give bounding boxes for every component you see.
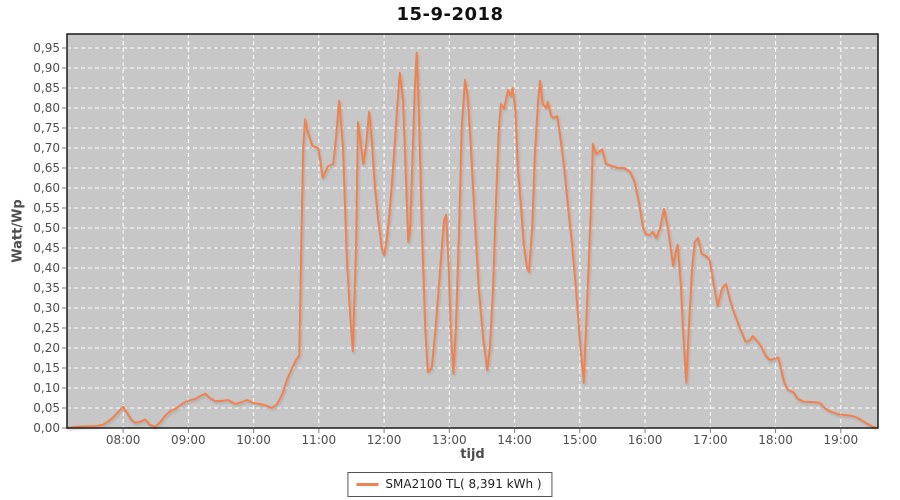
y-tick-label: 0,00	[33, 421, 60, 435]
chart-title: 15-9-2018	[396, 4, 504, 25]
x-tick-label: 15:00	[562, 433, 598, 447]
y-tick-label: 0,85	[33, 81, 60, 95]
x-tick-label: 12:00	[366, 433, 402, 447]
y-tick-label: 0,75	[33, 121, 60, 135]
series-line	[66, 51, 877, 429]
y-tick-label: 0,95	[33, 41, 60, 55]
x-tick-label: 11:00	[301, 433, 337, 447]
x-tick-label: 08:00	[105, 433, 141, 447]
y-tick-label: 0,35	[33, 281, 60, 295]
plot-border	[66, 33, 879, 429]
y-tick-label: 0,80	[33, 101, 60, 115]
plot-background	[67, 34, 878, 428]
x-tick-label: 16:00	[627, 433, 663, 447]
x-tick-label: 18:00	[758, 433, 793, 447]
y-tick-label: 0,40	[33, 261, 60, 275]
x-tick-label: 09:00	[171, 433, 206, 447]
x-tick-label: 17:00	[693, 433, 728, 447]
y-tick-label: 0,05	[33, 401, 60, 415]
y-tick-label: 0,90	[33, 61, 60, 75]
y-tick-label: 0,70	[33, 141, 60, 155]
legend-series-label: SMA2100 TL( 8,391 kWh )	[385, 477, 542, 491]
y-tick-label: 0,15	[33, 361, 60, 375]
y-tick-label: 0,50	[33, 221, 60, 235]
y-tick-label: 0,45	[33, 241, 60, 255]
legend-line-swatch	[356, 483, 379, 486]
x-tick-label: 14:00	[497, 433, 532, 447]
y-tick-label: 0,25	[33, 321, 60, 335]
y-tick-label: 0,65	[33, 161, 60, 175]
y-tick-label: 0,55	[33, 201, 60, 215]
y-tick-label: 0,30	[33, 301, 60, 315]
x-axis-title: tijd	[460, 447, 485, 462]
y-tick-label: 0,20	[33, 341, 60, 355]
y-tick-label: 0,60	[33, 181, 60, 195]
y-tick-label: 0,10	[33, 381, 60, 395]
x-tick-label: 10:00	[236, 433, 271, 447]
x-tick-label: 19:00	[823, 433, 859, 447]
legend: SMA2100 TL( 8,391 kWh )	[347, 472, 553, 497]
x-tick-label: 13:00	[432, 433, 467, 447]
